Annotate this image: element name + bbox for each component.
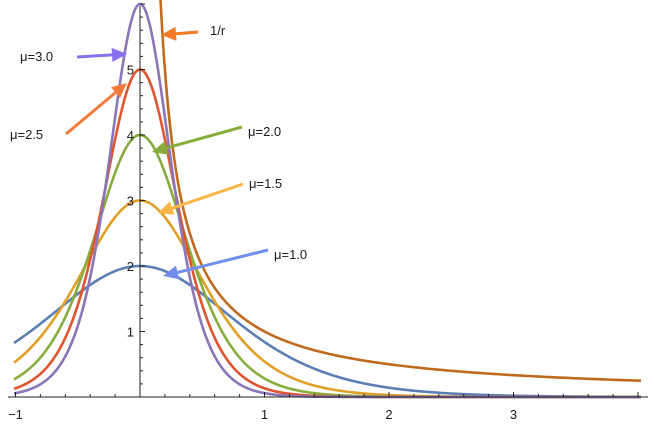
annotation-arrowhead-mu-1-5 xyxy=(158,201,175,215)
annotations-layer: μ=3.0 1/r μ=2.5 μ=2.0 μ=1.5 μ=1.0 xyxy=(10,23,307,280)
annotation-label-mu-2-0: μ=2.0 xyxy=(248,124,281,139)
annotation-label-mu-2-5: μ=2.5 xyxy=(10,127,43,142)
series-line-1-over-r xyxy=(159,0,642,383)
annotation-arrowhead-mu-1-0 xyxy=(163,265,180,280)
annotation-arrowhead-mu-2-0 xyxy=(152,141,169,155)
series-line-mu-3-0 xyxy=(13,2,642,399)
annotation-arrow-shaft-mu-2-0 xyxy=(166,125,243,150)
axes-layer: −1 1 2 3 1 2 3 4 5 xyxy=(8,3,648,422)
y-tick-label: 5 xyxy=(127,63,134,78)
annotation-arrow-shaft-mu-1-0 xyxy=(177,248,269,274)
x-tick-label: −1 xyxy=(8,407,23,422)
annotation-arrow-shaft-mu-3-0 xyxy=(76,53,113,59)
x-tick-label: 2 xyxy=(385,407,392,422)
series-layer xyxy=(13,0,642,399)
annotation-arrow-shaft-1-over-r xyxy=(175,30,199,36)
x-tick-label: 1 xyxy=(261,407,268,422)
annotation-label-mu-1-5: μ=1.5 xyxy=(249,176,282,191)
y-tick-label: 3 xyxy=(127,194,134,209)
annotation-arrow-shaft-mu-2-5 xyxy=(65,91,117,136)
annotation-arrowhead-mu-2-5 xyxy=(111,83,127,98)
y-tick-label: 4 xyxy=(127,128,134,143)
annotation-label-mu-1-0: μ=1.0 xyxy=(274,247,307,262)
annotation-label-1-over-r: 1/r xyxy=(210,23,226,38)
y-tick-label: 2 xyxy=(127,259,134,274)
series-line-mu-2-5 xyxy=(13,68,642,399)
series-line-mu-1-5 xyxy=(13,199,642,399)
annotation-arrow-shaft-mu-1-5 xyxy=(171,182,244,210)
annotation-arrowhead-1-over-r xyxy=(161,26,177,41)
y-tick-label: 1 xyxy=(127,325,134,340)
x-tick-label: 3 xyxy=(510,407,517,422)
annotation-arrowhead-mu-3-0 xyxy=(111,47,127,62)
annotation-label-mu-3-0: μ=3.0 xyxy=(20,49,53,64)
